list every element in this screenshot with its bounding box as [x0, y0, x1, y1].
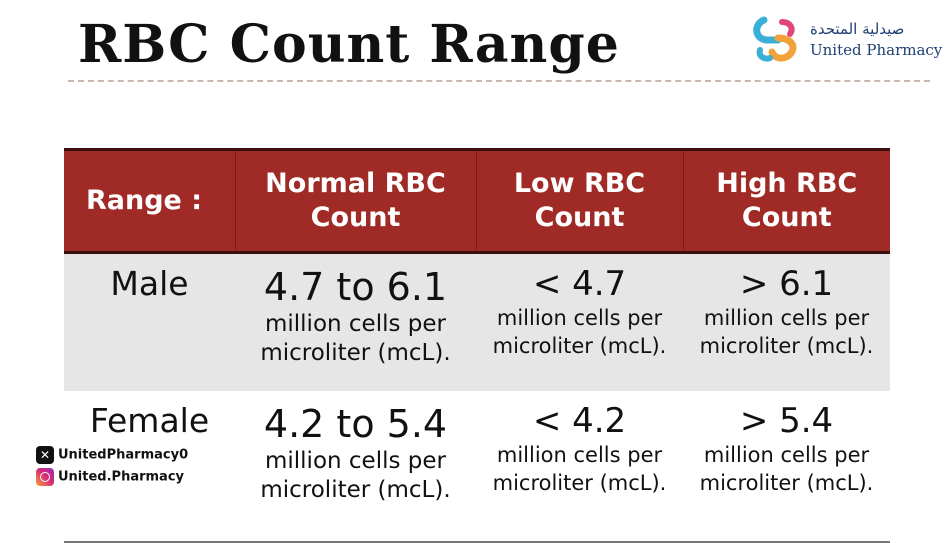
instagram-handle[interactable]: United.Pharmacy: [36, 468, 184, 486]
instagram-icon: [36, 468, 54, 486]
logo-english-text: United Pharmacy: [810, 41, 943, 59]
female-high-unit: million cells per microliter (mcL).: [699, 443, 874, 495]
table-header-row: Range : Normal RBC Count Low RBC Count H…: [64, 148, 890, 254]
logo-arabic-text: صيدلية المتحدة: [810, 20, 905, 38]
male-low-unit: million cells per microliter (mcL).: [492, 306, 667, 358]
female-normal-value: 4.2 to 5.4: [263, 402, 448, 446]
female-high-value: > 5.4: [739, 401, 834, 441]
cell-male-low: < 4.7 million cells per microliter (mcL)…: [476, 252, 683, 391]
female-low-value: < 4.2: [532, 401, 627, 441]
row-label-male: Male: [64, 252, 235, 391]
cell-female-high: > 5.4 million cells per microliter (mcL)…: [683, 391, 890, 543]
x-handle[interactable]: ✕ UnitedPharmacy0: [36, 446, 188, 464]
x-handle-text: UnitedPharmacy0: [58, 447, 189, 463]
female-low-unit: million cells per microliter (mcL).: [492, 443, 667, 495]
male-high-unit: million cells per microliter (mcL).: [699, 306, 874, 358]
x-logo-icon: ✕: [36, 446, 54, 464]
cell-female-low: < 4.2 million cells per microliter (mcL)…: [476, 391, 683, 543]
header-low: Low RBC Count: [476, 148, 684, 254]
header-high: High RBC Count: [683, 148, 890, 254]
page-title: RBC Count Range: [78, 14, 620, 75]
logo-mark-icon: [753, 16, 797, 62]
male-normal-value: 4.7 to 6.1: [263, 265, 448, 309]
title-divider: [68, 80, 930, 82]
united-pharmacy-logo: صيدلية المتحدة United Pharmacy: [752, 14, 942, 64]
male-normal-unit: million cells per microliter (mcL).: [260, 311, 451, 366]
header-range: Range :: [64, 148, 236, 254]
row-label-female: Female: [64, 391, 235, 543]
rbc-range-table: Range : Normal RBC Count Low RBC Count H…: [64, 148, 890, 543]
cell-female-normal: 4.2 to 5.4 million cells per microliter …: [235, 391, 476, 543]
table-row-male: Male 4.7 to 6.1 million cells per microl…: [64, 252, 890, 391]
female-normal-unit: million cells per microliter (mcL).: [260, 448, 451, 503]
cell-male-normal: 4.7 to 6.1 million cells per microliter …: [235, 252, 476, 391]
male-low-value: < 4.7: [532, 264, 627, 304]
cell-male-high: > 6.1 million cells per microliter (mcL)…: [683, 252, 890, 391]
instagram-handle-text: United.Pharmacy: [58, 469, 185, 485]
header-normal: Normal RBC Count: [235, 148, 477, 254]
male-high-value: > 6.1: [739, 264, 834, 304]
table-row-female: Female 4.2 to 5.4 million cells per micr…: [64, 391, 890, 543]
